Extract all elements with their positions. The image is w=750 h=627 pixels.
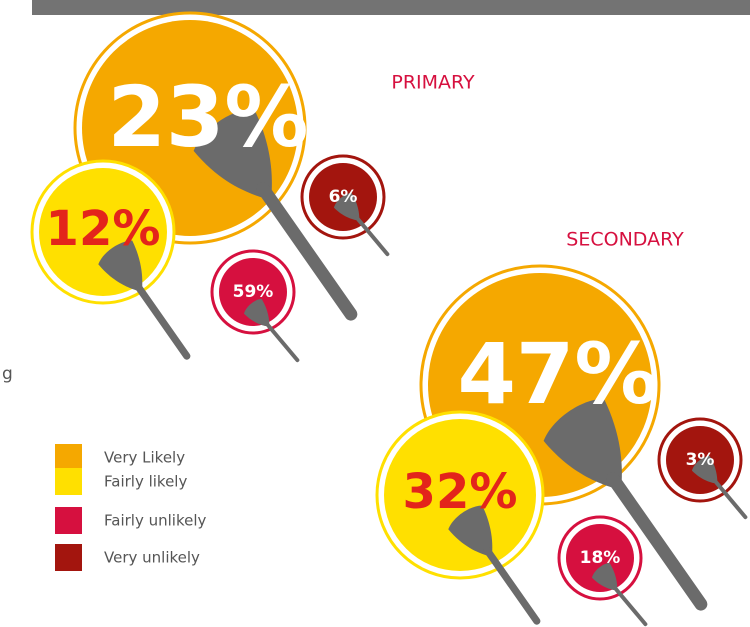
- value-label: 6%: [329, 187, 358, 207]
- side-text: g: [2, 364, 13, 384]
- legend-swatch: [55, 444, 82, 471]
- infographic: g PRIMARY 23% 12% 59% 6% SECONDARY 47% 32% 18% 3%…: [0, 0, 750, 627]
- value-label: 12%: [46, 201, 161, 257]
- value-label: 59%: [233, 282, 274, 302]
- spoon-part: [614, 587, 645, 624]
- legend-swatch: [55, 544, 82, 571]
- value-label: 32%: [403, 464, 518, 520]
- top-bar: [32, 0, 750, 15]
- legend-label: Fairly unlikely: [104, 512, 206, 530]
- legend-label: Very Likely: [104, 449, 185, 467]
- legend-label: Very unlikely: [104, 549, 200, 567]
- legend-swatch: [55, 507, 82, 534]
- legend-label: Fairly likely: [104, 473, 187, 491]
- value-label: 3%: [686, 450, 715, 470]
- group-label: SECONDARY: [566, 229, 684, 251]
- value-label: 18%: [580, 548, 621, 568]
- spoon-part: [137, 285, 187, 356]
- group-label: PRIMARY: [391, 72, 475, 94]
- legend-swatch: [55, 468, 82, 495]
- spoon-part: [266, 323, 297, 360]
- value-label: 47%: [457, 325, 658, 423]
- value-label: 23%: [107, 68, 308, 166]
